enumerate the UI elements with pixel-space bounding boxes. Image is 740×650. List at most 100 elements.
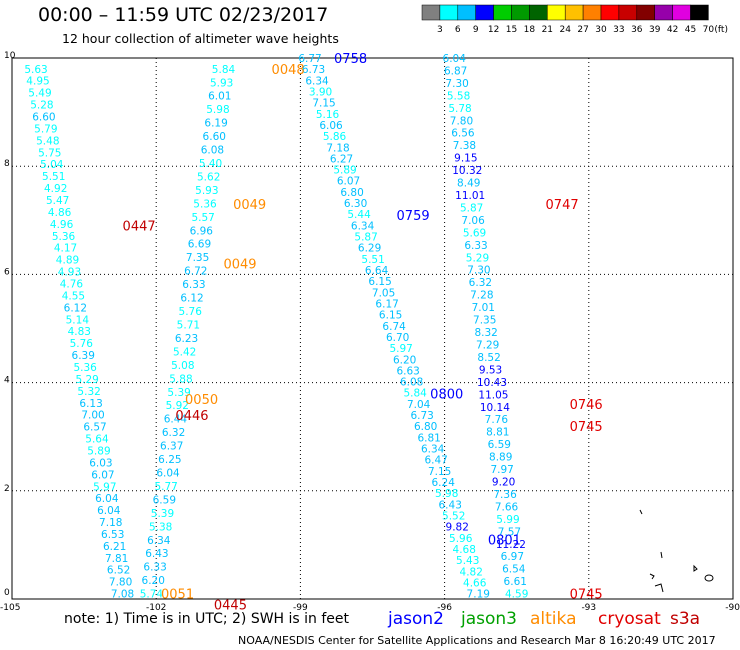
swh-value-label: 6.59 bbox=[153, 494, 176, 506]
pass-time-label: 0745 bbox=[570, 588, 603, 603]
plot-frame bbox=[11, 57, 734, 600]
pass-time-label: 0800 bbox=[430, 387, 463, 402]
swh-value-label: 4.86 bbox=[48, 207, 72, 219]
swh-value-label: 4.76 bbox=[60, 278, 84, 290]
swh-value-label: 5.08 bbox=[171, 360, 194, 372]
x-tick-label: -90 bbox=[725, 603, 740, 613]
swh-value-label: 7.76 bbox=[485, 414, 509, 426]
swh-value-label: 5.93 bbox=[210, 77, 233, 89]
colorbar-label: 9 bbox=[473, 25, 479, 35]
y-tick-label: 6 bbox=[4, 267, 10, 277]
colorbar-label: 45 bbox=[685, 25, 696, 35]
legend-jason2: jason2 bbox=[388, 609, 444, 629]
swh-value-label: 6.52 bbox=[107, 565, 130, 577]
colorbar-swatch bbox=[582, 4, 602, 21]
y-tick-label: 2 bbox=[4, 484, 10, 494]
swh-value-label: 6.04 bbox=[95, 493, 119, 505]
swh-value-label: 6.77 bbox=[298, 53, 321, 65]
pass-time-label: 0049 bbox=[223, 258, 256, 273]
x-tick-label: -102 bbox=[146, 603, 166, 613]
swh-value-label: 9.82 bbox=[446, 522, 469, 534]
swh-value-label: 5.99 bbox=[496, 514, 519, 526]
swh-value-label: 8.89 bbox=[489, 452, 512, 464]
swh-value-label: 5.47 bbox=[46, 195, 69, 207]
swh-value-label: 5.84 bbox=[212, 64, 236, 76]
swh-value-label: 3.90 bbox=[309, 86, 332, 98]
swh-value-label: 4.59 bbox=[505, 589, 528, 601]
swh-value-label: 5.87 bbox=[460, 202, 483, 214]
colorbar-swatch bbox=[618, 4, 638, 21]
swh-value-label: 4.93 bbox=[58, 267, 81, 279]
swh-value-label: 4.82 bbox=[460, 566, 483, 578]
swh-value-label: 4.92 bbox=[44, 183, 67, 195]
swh-value-label: 8.32 bbox=[474, 327, 497, 339]
swh-value-label: 5.86 bbox=[323, 131, 347, 143]
chart-title: 00:00 – 11:59 UTC 02/23/2017 bbox=[38, 4, 329, 26]
colorbar-swatch bbox=[457, 4, 476, 21]
swh-value-label: 7.97 bbox=[490, 464, 513, 476]
colorbar-swatch bbox=[600, 4, 620, 21]
swh-value-label: 6.23 bbox=[175, 333, 198, 345]
swh-value-label: 6.97 bbox=[501, 551, 524, 563]
colorbar-unit: (ft) bbox=[714, 25, 728, 35]
swh-value-label: 5.88 bbox=[169, 373, 192, 385]
swh-value-label: 7.36 bbox=[493, 489, 517, 501]
swh-value-label: 7.35 bbox=[473, 315, 496, 327]
swh-value-label: 8.49 bbox=[457, 178, 480, 190]
swh-value-label: 6.15 bbox=[368, 276, 391, 288]
colorbar-label: 33 bbox=[613, 25, 624, 35]
swh-value-label: 5.92 bbox=[166, 400, 189, 412]
swh-value-label: 7.19 bbox=[467, 589, 490, 601]
swh-value-label: 5.98 bbox=[435, 488, 458, 500]
swh-value-label: 7.15 bbox=[428, 466, 451, 478]
swh-value-label: 6.12 bbox=[64, 302, 87, 314]
swh-value-label: 4.68 bbox=[453, 544, 476, 556]
swh-value-label: 4.17 bbox=[54, 243, 77, 255]
swh-value-label: 6.80 bbox=[414, 421, 437, 433]
swh-value-label: 5.71 bbox=[177, 319, 200, 331]
swh-value-label: 6.70 bbox=[386, 332, 409, 344]
swh-value-label: 7.80 bbox=[450, 115, 473, 127]
swh-value-label: 5.36 bbox=[73, 362, 97, 374]
swh-value-label: 7.15 bbox=[312, 98, 335, 110]
swh-value-label: 5.48 bbox=[36, 135, 59, 147]
swh-value-label: 5.78 bbox=[448, 103, 471, 115]
colorbar-swatch bbox=[564, 4, 584, 21]
swh-value-label: 9.53 bbox=[479, 364, 502, 376]
swh-value-label: 4.66 bbox=[463, 577, 487, 589]
swh-value-label: 6.96 bbox=[190, 225, 214, 237]
x-tick-label: -93 bbox=[581, 603, 596, 613]
swh-value-label: 5.98 bbox=[206, 104, 229, 116]
swh-value-label: 6.43 bbox=[145, 548, 168, 560]
swh-value-label: 6.60 bbox=[203, 131, 226, 143]
swh-value-label: 5.40 bbox=[199, 158, 222, 170]
pass-time-label: 0050 bbox=[185, 393, 218, 408]
swh-value-label: 7.04 bbox=[407, 399, 431, 411]
colorbar-swatch bbox=[439, 4, 459, 21]
swh-value-label: 8.52 bbox=[477, 352, 500, 364]
swh-value-label: 6.13 bbox=[79, 398, 102, 410]
swh-value-label: 5.04 bbox=[40, 159, 64, 171]
swh-value-label: 6.54 bbox=[502, 564, 526, 576]
colorbar-swatch bbox=[672, 4, 691, 21]
swh-value-label: 6.17 bbox=[375, 298, 398, 310]
swh-value-label: 5.62 bbox=[197, 171, 220, 183]
swh-value-label: 5.79 bbox=[34, 123, 57, 135]
pass-time-label: 0446 bbox=[175, 409, 208, 424]
pass-time-label: 0759 bbox=[397, 209, 430, 224]
swh-value-label: 7.06 bbox=[461, 215, 485, 227]
swh-value-label: 7.81 bbox=[105, 553, 128, 565]
swh-value-label: 6.06 bbox=[319, 120, 343, 132]
x-tick-label: -96 bbox=[437, 603, 452, 613]
colorbar-label: 39 bbox=[649, 25, 661, 35]
swh-value-label: 4.55 bbox=[62, 290, 85, 302]
legend-cryosat: cryosat bbox=[598, 609, 661, 629]
pass-time-label: 0801 bbox=[488, 533, 521, 548]
swh-value-label: 6.03 bbox=[89, 457, 112, 469]
swh-value-label: 10.32 bbox=[452, 165, 482, 177]
swh-value-label: 5.39 bbox=[167, 387, 190, 399]
swh-value-label: 11.05 bbox=[478, 389, 508, 401]
colorbar-swatch bbox=[690, 4, 709, 21]
swh-value-label: 5.89 bbox=[87, 445, 110, 457]
swh-value-label: 6.32 bbox=[469, 277, 492, 289]
